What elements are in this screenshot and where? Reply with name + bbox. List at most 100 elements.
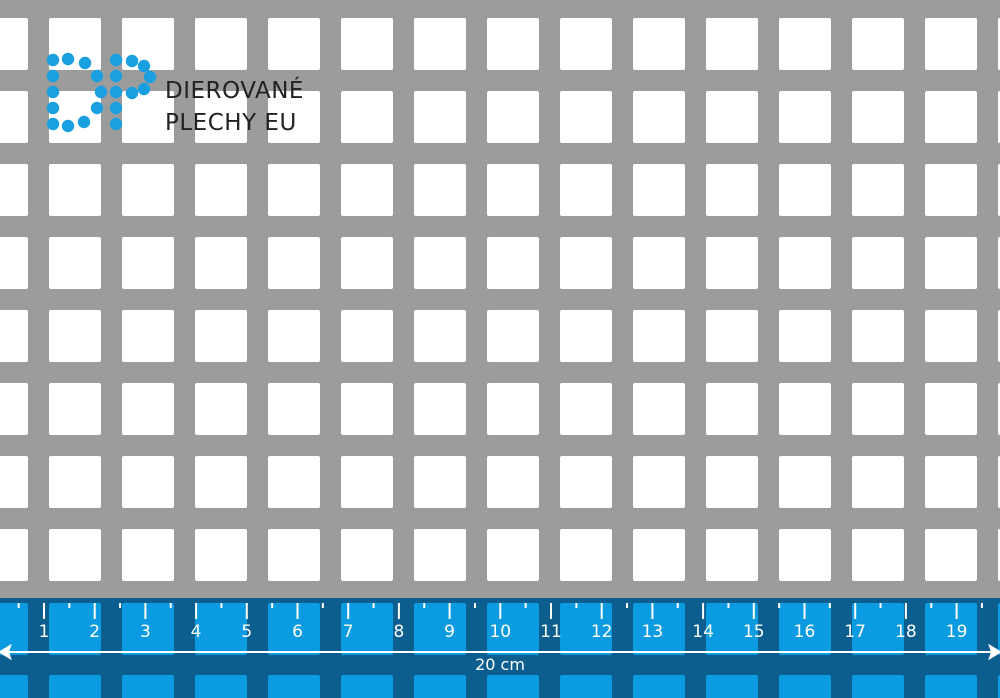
square-hole [341,18,393,70]
square-hole [122,237,174,289]
square-hole [852,310,904,362]
square-hole [560,164,612,216]
square-hole [414,91,466,143]
logo-dot [61,119,75,133]
square-hole [268,164,320,216]
square-hole [779,164,831,216]
square-hole [487,237,539,289]
square-hole [706,237,758,289]
square-hole [195,383,247,435]
square-hole [633,164,685,216]
square-hole [341,529,393,581]
dimension-arrow [0,643,1000,661]
square-hole [0,237,28,289]
square-hole [706,91,758,143]
square-hole [560,237,612,289]
ruler-ticks [17,603,983,619]
logo-dot [46,101,60,115]
ruler-label: 12 [590,622,613,642]
square-hole [268,383,320,435]
square-hole [341,310,393,362]
ruler-label: 5 [241,622,253,642]
square-hole [49,237,101,289]
logo-dot [109,69,123,83]
ruler-label: 11 [540,622,562,642]
square-hole [925,456,977,508]
ruler-label: 9 [444,622,456,642]
logo-dot [46,117,60,131]
logo-dot [46,69,60,83]
logo-dot [143,70,157,84]
square-hole [414,237,466,289]
square-hole [560,91,612,143]
square-hole [487,383,539,435]
logo-dot [109,53,123,67]
ruler-hole [341,603,393,655]
square-hole [560,456,612,508]
logo-dot [109,101,123,115]
ruler-label: 18 [895,622,917,642]
ruler-hole [706,675,758,698]
square-hole [122,310,174,362]
square-hole [852,164,904,216]
square-hole [706,383,758,435]
square-hole [414,164,466,216]
square-hole [779,310,831,362]
ruler-hole [925,603,977,655]
ruler-hole [268,603,320,655]
square-hole [852,91,904,143]
ruler-label: 8 [393,622,405,642]
square-hole [779,456,831,508]
square-hole [706,310,758,362]
square-hole [122,383,174,435]
square-hole [487,529,539,581]
square-hole [925,164,977,216]
square-hole [49,310,101,362]
ruler-hole [195,675,247,698]
square-hole [633,18,685,70]
square-hole [0,383,28,435]
square-hole [779,529,831,581]
ruler-hole [560,603,612,655]
ruler-label: 7 [342,622,354,642]
square-hole [0,91,28,143]
square-hole [925,310,977,362]
ruler-hole [633,675,685,698]
square-hole [341,456,393,508]
square-hole [925,529,977,581]
ruler-hole [49,675,101,698]
ruler-hole [779,675,831,698]
ruler-hole [268,675,320,698]
square-hole [925,91,977,143]
square-hole [268,310,320,362]
ruler-hole [560,675,612,698]
square-hole [195,529,247,581]
square-hole [414,529,466,581]
ruler-label: 6 [292,622,303,642]
square-hole [414,310,466,362]
ruler-hole [122,603,174,655]
logo-dot [90,101,104,115]
ruler-hole [779,603,831,655]
square-hole [0,310,28,362]
square-hole [0,529,28,581]
square-hole [122,164,174,216]
ruler-hole [341,675,393,698]
square-hole [195,310,247,362]
dp-logo-icon [46,52,157,133]
square-hole [487,18,539,70]
ruler-label: 13 [641,622,664,642]
square-hole [195,164,247,216]
ruler-hole [852,603,904,655]
ruler-hole [925,675,977,698]
square-hole [925,237,977,289]
square-hole [487,164,539,216]
square-hole [633,383,685,435]
square-hole [633,91,685,143]
square-hole [414,383,466,435]
square-hole [195,237,247,289]
square-hole [706,529,758,581]
square-hole [49,164,101,216]
logo-dot [109,85,123,99]
ruler-label: 14 [692,622,714,642]
